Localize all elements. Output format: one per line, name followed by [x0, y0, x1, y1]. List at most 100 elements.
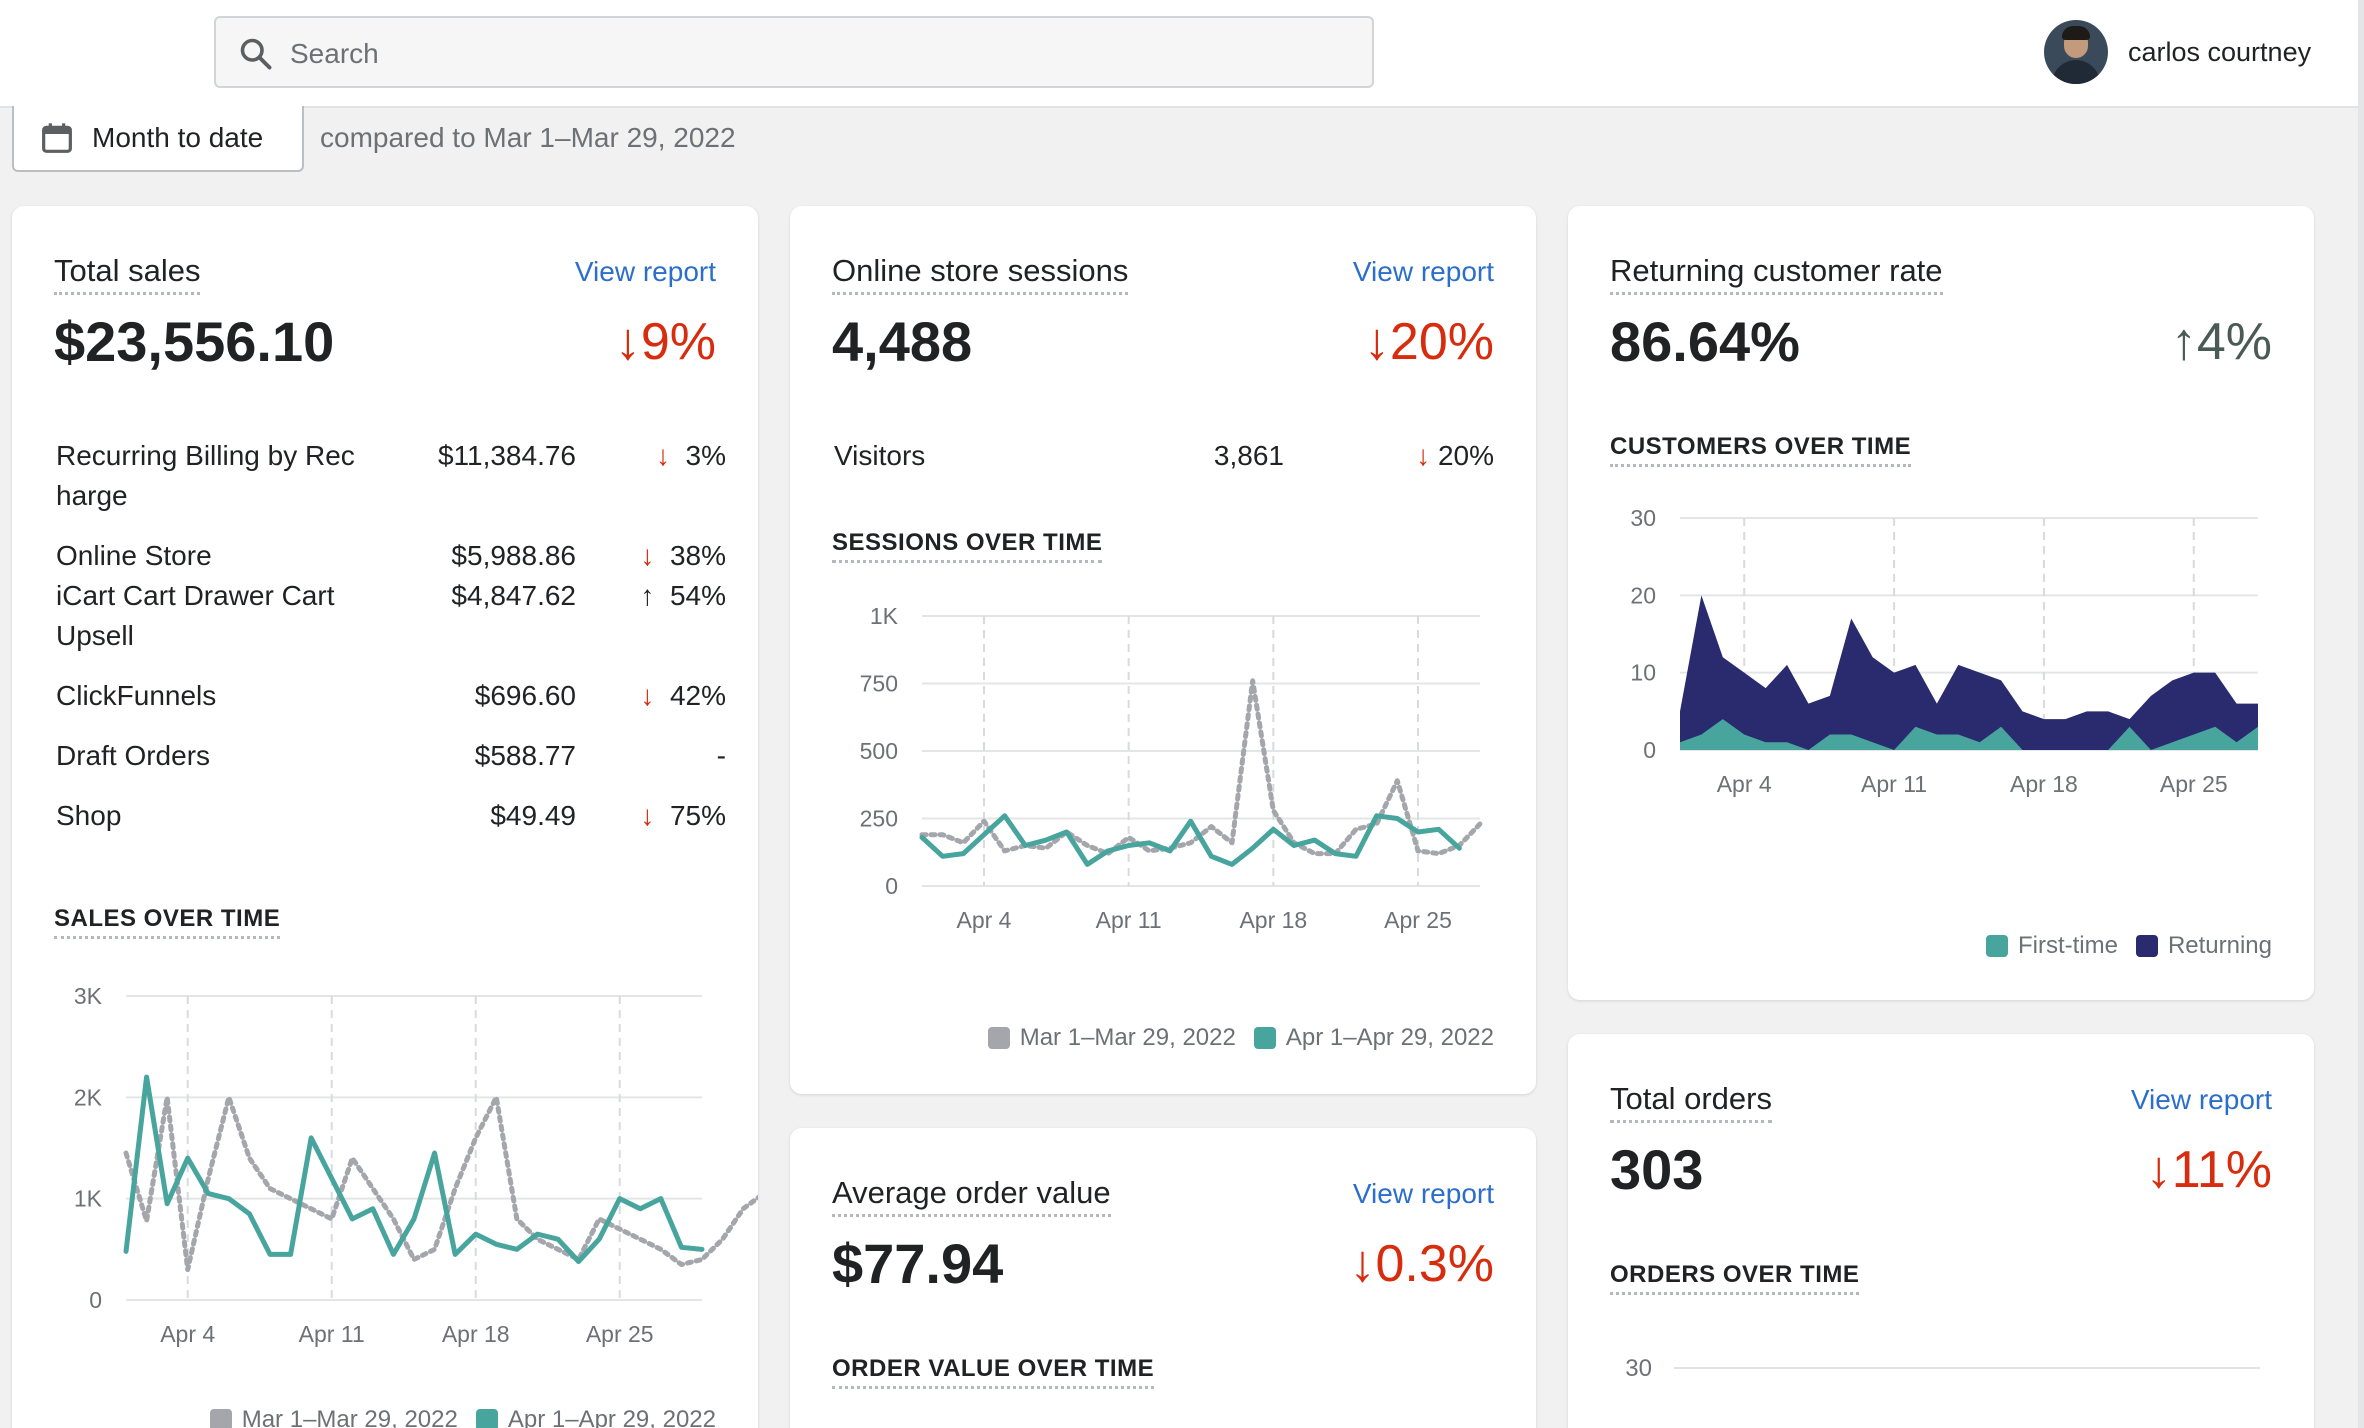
compare-text: compared to Mar 1–Mar 29, 2022 — [320, 122, 736, 153]
card-title[interactable]: Total orders — [1610, 1080, 1772, 1123]
row-label: Visitors — [834, 440, 926, 471]
series-line-current — [123, 1074, 705, 1264]
sales-channel-row: Shop $49.49 ↓ 75% — [56, 796, 726, 876]
section-title[interactable]: ORDERS OVER TIME — [1610, 1260, 1860, 1295]
search-input[interactable]: Search — [214, 16, 1374, 88]
legend-label: Apr 1–Apr 29, 2022 — [1285, 1024, 1494, 1051]
search-placeholder: Search — [290, 38, 379, 69]
x-tick-label: Apr 18 — [1239, 907, 1307, 933]
arrow-down-icon: ↓ — [1363, 313, 1390, 371]
total-sales-value: $23,556.10 — [54, 310, 335, 373]
total-orders-delta: ↓11% — [2145, 1141, 2272, 1199]
arrow-down-icon: ↓ — [655, 440, 670, 471]
arrow-down-icon: ↓ — [640, 680, 655, 711]
sessions-over-time-chart: 0 250 500 750 1K Apr 4 Apr 11 Apr 18 Apr 25 — [860, 603, 1483, 933]
row-change: ↓ 42% — [640, 680, 726, 711]
row-label: Recurring Billing by Rec harge — [56, 440, 355, 511]
y-tick-label: 0 — [885, 873, 898, 899]
avatar[interactable] — [2044, 20, 2108, 84]
legend-swatch-previous — [209, 1409, 232, 1428]
card-title[interactable]: Online store sessions — [832, 252, 1129, 295]
y-tick-label: 250 — [860, 806, 898, 832]
row-label: ClickFunnels — [56, 680, 217, 711]
row-change: ↓ 20% — [1416, 440, 1494, 471]
section-title[interactable]: SALES OVER TIME — [54, 904, 281, 939]
arrow-up-icon: ↑ — [640, 580, 655, 611]
date-range-label[interactable]: Month to date — [92, 122, 264, 153]
sales-channel-row: Draft Orders $588.77 - — [56, 736, 726, 816]
legend-label: First-time — [2017, 932, 2118, 959]
legend-swatch-current — [1253, 1027, 1276, 1049]
y-tick-label: 1K — [74, 1186, 103, 1212]
card-title[interactable]: Average order value — [832, 1174, 1111, 1217]
legend-swatch-current — [475, 1409, 498, 1428]
total-sales-card: Total sales View report $23,556.10 ↓9% R… — [12, 206, 758, 1428]
view-report-link[interactable]: View report — [574, 256, 716, 287]
row-label: iCart Cart Drawer Cart Upsell — [56, 580, 335, 651]
arrow-up-icon: ↑ — [2170, 313, 2197, 371]
row-value: $11,384.76 — [437, 440, 576, 471]
y-tick-label: 20 — [1630, 582, 1656, 608]
date-range-button[interactable]: Month to date — [12, 106, 304, 172]
y-tick-label: 500 — [860, 738, 898, 764]
search-icon — [240, 38, 272, 70]
chart-legend: Mar 1–Mar 29, 2022 Apr 1–Apr 29, 2022 — [192, 1406, 716, 1428]
returning-rate-value: 86.64% — [1610, 310, 1800, 373]
row-value: $4,847.62 — [451, 580, 576, 611]
legend-swatch-returning — [2135, 935, 2158, 957]
orders-over-time-chart: 30 — [1625, 1355, 2260, 1382]
arrow-down-icon: ↓ — [640, 540, 655, 571]
row-value: $696.60 — [474, 680, 576, 711]
row-change: ↓ 38% — [640, 540, 726, 571]
x-tick-label: Apr 18 — [2010, 771, 2078, 797]
top-bar: Search carlos courtney — [0, 0, 2364, 108]
x-tick-label: Apr 25 — [1384, 907, 1452, 933]
section-title[interactable]: SESSIONS OVER TIME — [832, 528, 1103, 563]
section-title[interactable]: CUSTOMERS OVER TIME — [1610, 432, 1912, 467]
scrollbar[interactable] — [2358, 0, 2364, 1428]
row-label: Draft Orders — [56, 740, 211, 771]
y-tick-label: 2K — [74, 1084, 103, 1110]
sales-channel-row: iCart Cart Drawer Cart Upsell $4,847.62 ↑ … — [56, 576, 726, 656]
x-tick-label: Apr 11 — [1096, 907, 1162, 933]
sales-channel-row: ClickFunnels $696.60 ↓ 42% — [56, 676, 726, 756]
y-tick-label: 0 — [1643, 737, 1656, 763]
visitors-row: Visitors 3,861 ↓ 20% — [834, 436, 1494, 476]
x-tick-label: Apr 11 — [299, 1321, 365, 1347]
y-tick-label: 10 — [1630, 660, 1656, 686]
legend-label: Apr 1–Apr 29, 2022 — [507, 1406, 716, 1428]
card-title[interactable]: Returning customer rate — [1610, 252, 1943, 295]
calendar-icon — [42, 123, 72, 153]
y-tick-label: 750 — [860, 671, 898, 697]
customers-over-time-chart: 0 10 20 30 Apr 4 Apr 11 Apr 18 Apr 25 — [1630, 505, 2258, 797]
x-tick-label: Apr 25 — [586, 1321, 654, 1347]
returning-customer-rate-card: Returning customer rate 86.64% ↑4% CUSTO… — [1568, 206, 2314, 1000]
returning-rate-delta: ↑4% — [2170, 313, 2272, 371]
arrow-down-icon: ↓ — [1349, 1235, 1376, 1293]
sales-channel-row: Recurring Billing by Rec harge $11,384.76… — [56, 436, 726, 516]
arrow-down-icon: ↓ — [2145, 1141, 2172, 1199]
section-title[interactable]: ORDER VALUE OVER TIME — [832, 1354, 1155, 1389]
series-line-previous — [919, 678, 1483, 857]
legend-label: Mar 1–Mar 29, 2022 — [1019, 1024, 1236, 1051]
card-title[interactable]: Total sales — [54, 252, 201, 295]
total-sales-delta: ↓9% — [614, 313, 716, 371]
row-change: - — [716, 740, 726, 771]
view-report-link[interactable]: View report — [2130, 1084, 2272, 1115]
sessions-delta: ↓20% — [1363, 313, 1494, 371]
view-report-link[interactable]: View report — [1352, 1178, 1494, 1209]
user-name[interactable]: carlos courtney — [2128, 36, 2312, 67]
row-value: $49.49 — [490, 800, 576, 831]
arrow-down-icon: ↓ — [614, 313, 641, 371]
aov-value: $77.94 — [832, 1232, 1004, 1295]
legend-swatch-first-time — [1985, 935, 2008, 957]
user-menu[interactable]: carlos courtney — [2044, 20, 2311, 84]
series-area-first-time — [1680, 719, 2258, 750]
arrow-down-icon: ↓ — [640, 800, 655, 831]
view-report-link[interactable]: View report — [1352, 256, 1494, 287]
y-tick-label: 3K — [74, 983, 103, 1009]
sales-channel-row: Online Store $5,988.86 ↓ 38% — [56, 536, 726, 616]
sales-over-time-chart: 0 1K 2K 3K Apr 4 Apr 11 Apr 18 Apr 25 — [74, 983, 758, 1347]
row-label: Shop — [56, 800, 122, 831]
x-tick-label: Apr 11 — [1861, 771, 1927, 797]
